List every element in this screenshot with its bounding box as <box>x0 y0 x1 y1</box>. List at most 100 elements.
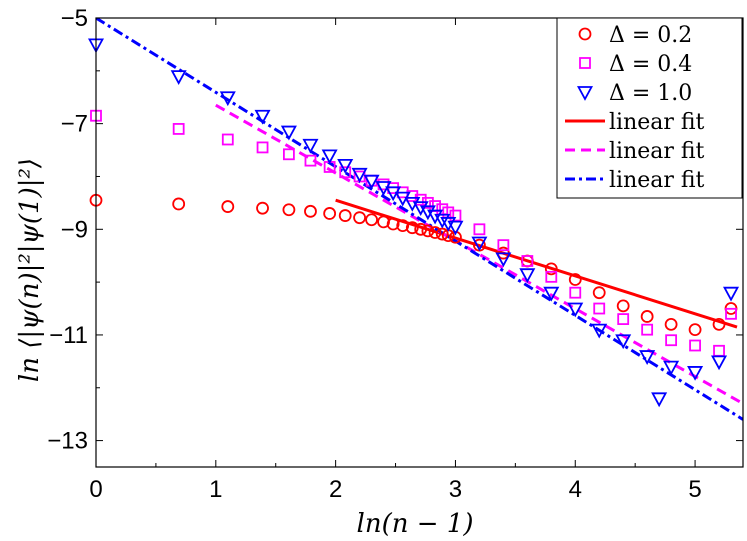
series-2-point-21 <box>473 223 486 236</box>
series-1-point-3 <box>221 200 235 213</box>
x-tick-label: 4 <box>569 476 582 503</box>
series-3-point-5 <box>280 125 297 141</box>
y-tick-label: −5 <box>61 5 88 32</box>
plot-frame <box>95 17 744 468</box>
series-1-point-16 <box>421 224 435 238</box>
y-tick-label: −11 <box>49 322 88 349</box>
y-tick-label: −9 <box>61 216 88 243</box>
legend-marker-3 <box>576 86 594 101</box>
series-1-point-6 <box>304 204 317 218</box>
series-1-point-24 <box>544 262 558 276</box>
series-3-point-20 <box>447 220 464 236</box>
data-markers <box>87 38 740 408</box>
fit-line-1 <box>335 198 738 329</box>
series-3-point-30 <box>663 360 680 376</box>
series-3-point-18 <box>434 213 451 229</box>
series-2-point-6 <box>304 154 317 167</box>
series-3-point-4 <box>254 109 271 125</box>
series-3-point-32 <box>711 355 728 371</box>
series-3-point-31 <box>687 366 704 381</box>
series-3-point-29 <box>651 392 668 408</box>
series-1-point-25 <box>568 273 582 286</box>
legend-label-6: linear fit <box>609 168 705 193</box>
series-3-point-28 <box>639 350 656 365</box>
series-1-point-9 <box>353 211 366 225</box>
series-2-point-5 <box>283 148 295 161</box>
series-2-point-23 <box>521 255 534 267</box>
series-2-point-29 <box>665 334 678 347</box>
series-2-point-15 <box>414 193 427 206</box>
series-3-point-19 <box>440 217 457 232</box>
series-1-point-20 <box>449 230 462 244</box>
series-1-point-5 <box>282 203 296 217</box>
series-3-point-25 <box>567 302 584 318</box>
legend-marker-2 <box>579 57 591 69</box>
series-2-point-32 <box>725 307 737 320</box>
series-3-point-3 <box>219 91 236 107</box>
y-tick-label: −13 <box>47 428 88 455</box>
x-tick-label: 1 <box>209 476 222 503</box>
legend: Δ = 0.2 Δ = 0.4 Δ = 1.0 linear fit linear fi… <box>556 17 743 199</box>
series-3-point-2 <box>170 70 187 85</box>
series-1-point-31 <box>712 317 726 331</box>
series-3-point-27 <box>615 334 632 350</box>
legend-label-1: Δ = 0.2 <box>609 23 692 48</box>
series-1-point-14 <box>405 221 419 235</box>
series-2-point-3 <box>221 133 234 146</box>
series-3-point-23 <box>519 268 536 284</box>
series-2-point-20 <box>449 209 462 222</box>
tick-labels: 0 1 2 3 4 5 −5 −7 −9 −11 −13 <box>47 5 701 503</box>
series-3-point-9 <box>351 167 368 183</box>
legend-label-4: linear fit <box>609 110 705 135</box>
series-3-point-7 <box>321 149 338 165</box>
series-1-point-8 <box>338 209 352 222</box>
series-1-point-2 <box>172 197 186 211</box>
y-tick-label: −7 <box>61 111 88 138</box>
series-3-point-17 <box>427 209 444 225</box>
legend-marker-1 <box>578 27 592 41</box>
series-2-point-4 <box>256 141 269 154</box>
legend-label-2: Δ = 0.4 <box>609 52 692 77</box>
legend-label-3: Δ = 1.0 <box>609 81 692 106</box>
series-2-point-26 <box>593 302 606 315</box>
series-3-point-8 <box>337 158 354 174</box>
series-2-point-24 <box>545 270 558 283</box>
series-3-point-33 <box>723 286 740 302</box>
series-1-point-12 <box>386 217 400 231</box>
series-1-point-7 <box>323 207 337 220</box>
legend-box <box>556 17 743 199</box>
series-1-point-30 <box>688 323 702 337</box>
series-3-point-26 <box>591 323 608 339</box>
series-1-point-28 <box>640 310 654 323</box>
fit-lines <box>96 18 743 421</box>
series-3-point-24 <box>543 286 560 302</box>
series-1-point-27 <box>616 299 630 313</box>
series-1-point-13 <box>396 219 410 232</box>
series-1-point-17 <box>428 226 442 239</box>
series-1-point-4 <box>256 201 269 215</box>
x-tick-label: 2 <box>329 476 342 503</box>
series-1-point-29 <box>664 317 678 331</box>
series-3-point-22 <box>495 252 512 268</box>
series-2-point-25 <box>569 286 582 299</box>
series-2-point-8 <box>339 166 352 179</box>
series-1-point-26 <box>592 286 606 300</box>
x-axis-label: ln(n − 1) <box>357 509 474 539</box>
series-2-point-2 <box>172 123 185 135</box>
x-tick-label: 0 <box>89 476 102 503</box>
y-axis-label: ln ⟨|ψ(n)|²|ψ(1)|²⟩ <box>15 158 45 382</box>
legend-label-5: linear fit <box>609 139 705 164</box>
series-2-point-27 <box>617 313 630 325</box>
x-tick-label: 5 <box>688 476 701 503</box>
fit-line-2 <box>215 103 743 405</box>
series-1-point-15 <box>414 222 428 236</box>
series-3-point-15 <box>412 201 429 216</box>
fit-line-3 <box>96 18 743 421</box>
series-1-point-10 <box>365 213 378 227</box>
series-2-point-28 <box>641 323 654 336</box>
series-2-point-22 <box>497 239 510 252</box>
series-2-point-30 <box>689 339 701 352</box>
series-3-point-21 <box>471 236 488 252</box>
series-3-point-6 <box>302 138 319 154</box>
